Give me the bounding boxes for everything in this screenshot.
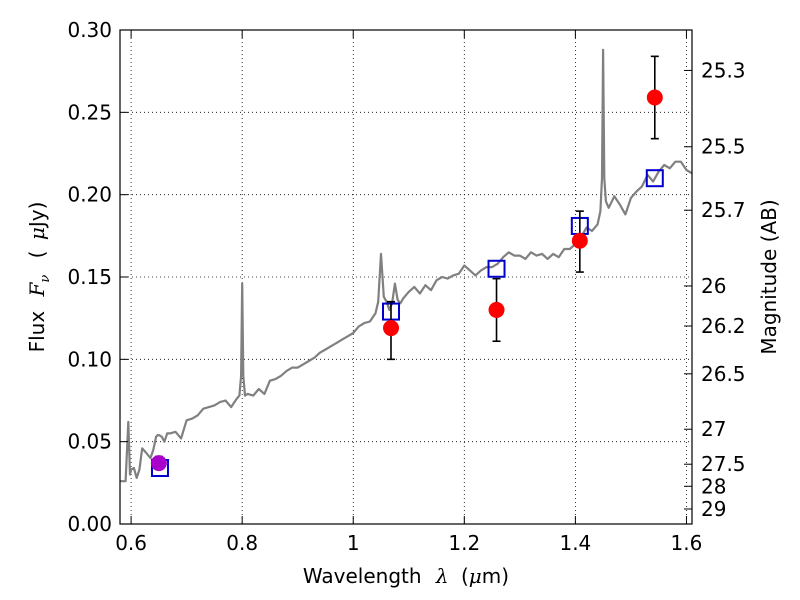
x-tick-label: 1.2 [448,531,480,555]
right-tick-label: 25.7 [701,198,746,222]
spectrum-layer [120,48,693,483]
y-axis-label-unit-rest: Jy) [25,202,49,230]
y-tick-label: 0.10 [67,347,112,371]
x-axis-label: Wavelength λ (μm) [303,564,509,588]
x-tick-label: 1 [347,531,360,555]
observed-flux-point [646,89,663,106]
observed-flux-point [488,301,505,318]
right-tick-label: 27.5 [701,452,746,476]
x-axis-label-unit-open: ( [461,564,469,588]
y-axis-label-unit-open: ( [25,251,49,259]
y-tick-label: 0.05 [67,430,112,454]
spectrum-line [120,48,693,483]
right-tick-label: 25.5 [701,135,746,159]
model-flux-square [487,259,506,278]
right-tick-label: 27 [701,417,726,441]
x-axis-label-unit-mu: μ [469,564,482,588]
observed-flux-point [383,320,400,337]
y-tick-label: 0.20 [67,183,112,207]
y-axis-label-symbol: F [25,281,49,297]
y-tick-label: 0.25 [67,100,112,124]
observed-flux-point [571,232,588,249]
y-axis-label: Flux Fν ( μJy) [25,202,54,353]
x-axis-label-symbol: λ [435,564,449,588]
right-tick-label: 29 [701,497,726,521]
y-tick-label: 0.15 [67,265,112,289]
points-layer [150,55,664,478]
right-tick-label: 26.2 [701,314,746,338]
y-tick-label: 0.30 [67,18,112,42]
grid [120,29,692,525]
right-tick-label: 26.5 [701,362,746,386]
right-tick-label: 26 [701,274,726,298]
observed-flux-point [150,455,167,472]
y-tick-label: 0.00 [67,512,112,536]
x-axis-label-prefix: Wavelength [303,564,422,588]
x-tick-label: 0.8 [226,531,258,555]
right-tick-label: 25.3 [701,58,746,82]
x-axis-label-unit-rest: m) [482,564,509,588]
x-tick-label: 0.6 [115,531,147,555]
y-axis-label-unit-mu: μ [25,227,49,240]
x-tick-label: 1.6 [671,531,703,555]
y-axis-label-prefix: Flux [25,311,49,353]
ticks-layer: 0.6 0.8 1 1.2 1.4 1.6 0.00 0.05 0.10 0.15 0.20 0.25… [67,18,745,555]
model-flux-square [645,169,664,188]
plot-border [119,29,693,525]
right-tick-label: 28 [701,474,726,498]
y-axis-label-subscript: ν [38,275,53,283]
x-tick-label: 1.4 [559,531,591,555]
right-axis-label: Magnitude (AB) [757,199,781,354]
plot-frame [119,29,693,525]
